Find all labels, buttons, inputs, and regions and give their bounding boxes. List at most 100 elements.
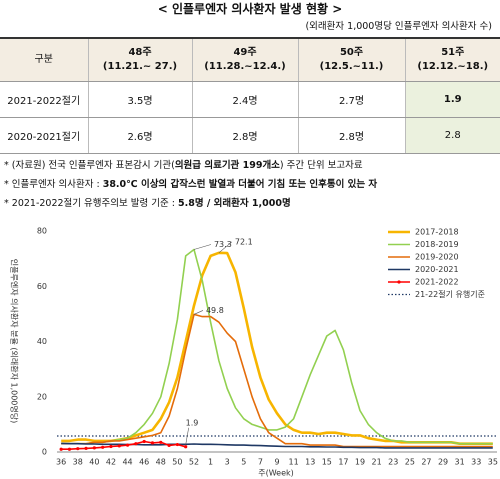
note: * 2021-2022절기 유행주의보 발령 기준 : 5.8명 / 외래환자 … <box>4 197 291 211</box>
x-tick-label: 25 <box>405 458 415 467</box>
note-bold: 5.8명 / 외래환자 1,000명 <box>178 198 291 209</box>
x-tick-label: 31 <box>455 458 465 467</box>
x-tick-label: 9 <box>274 458 279 467</box>
chart: 인플루엔자 의사환자 분율 (외래환자 1,000명당) 주(Week) 0 20… <box>10 227 498 478</box>
cell: 2.7명 <box>297 81 405 118</box>
note: * 인플루엔자 의사환자 : 38.0℃ 이상의 갑작스런 발열과 더불어 기침… <box>4 178 377 192</box>
table: 구분 48주 (11.21.~ 27.) 49주 (11.28.~12.4.) 50… <box>0 37 500 154</box>
x-tick-label: 27 <box>421 458 431 467</box>
header-row: 구분 48주 (11.21.~ 27.) 49주 (11.28.~12.4.) 50… <box>0 38 500 82</box>
point <box>125 443 130 447</box>
x-tick-label: 23 <box>388 458 398 467</box>
point <box>101 445 105 449</box>
x-tick-label: 15 <box>322 458 332 467</box>
cell: 2.8명 <box>297 117 405 154</box>
legend-marker <box>397 280 401 284</box>
cell: 2.8명 <box>191 117 298 154</box>
x-tick-label: 36 <box>56 458 66 467</box>
note-text: ) 주간 단위 보고자료 <box>279 160 363 171</box>
legend-label: 2019-2020 <box>415 253 459 262</box>
legend-label: 2021-2022 <box>415 278 459 287</box>
x-tick-label: 44 <box>122 458 132 467</box>
range: (12.5.~11.) <box>319 60 384 72</box>
x-tick-label: 40 <box>89 458 99 467</box>
x-tick-label: 21 <box>372 458 382 467</box>
leader-line <box>218 241 233 254</box>
note-text: * 2021-2022절기 유행주의보 발령 기준 : <box>4 198 178 209</box>
leader-line <box>193 244 212 250</box>
x-tick-label: 50 <box>172 458 182 467</box>
range: (11.21.~ 27.) <box>102 60 178 72</box>
x-axis-title: 주(Week) <box>258 469 294 478</box>
value-label: 1.9 <box>186 418 199 427</box>
legend-label: 2020-2021 <box>415 265 459 274</box>
y-axis-title: 인플루엔자 의사환자 분율 (외래환자 1,000명당) <box>10 259 20 423</box>
leader-line <box>193 310 204 315</box>
x-tick-label: 38 <box>73 458 83 467</box>
x-tick-label: 1 <box>208 458 213 467</box>
point <box>150 441 155 445</box>
point <box>184 445 188 449</box>
x-tick-label: 7 <box>258 458 263 467</box>
header-cell: 48주 (11.21.~ 27.) <box>87 38 192 82</box>
note-bold: 38.0℃ 이상의 갑작스런 발열과 더불어 기침 또는 인후통이 있는 자 <box>102 179 378 190</box>
value-label: 73.3 <box>214 240 232 249</box>
x-tick-label: 42 <box>106 458 116 467</box>
week: 48주 <box>128 46 152 58</box>
series-line <box>61 248 493 445</box>
x-tick-label: 48 <box>156 458 166 467</box>
note-bold: 의원급 의료기관 199개소 <box>174 160 280 171</box>
point <box>59 447 63 451</box>
x-tick-label: 13 <box>305 458 315 467</box>
x-tick-label: 29 <box>438 458 448 467</box>
y-tick-label: 0 <box>42 448 47 457</box>
leader-line <box>185 427 189 445</box>
title: < 인플루엔자 의사환자 발생 현황 > <box>157 2 343 16</box>
point <box>134 442 138 446</box>
y-tick-label: 60 <box>37 282 47 291</box>
cell: 2020-2021절기 <box>0 117 88 154</box>
note: * (자료원) 전국 인플루엔자 표본감시 기관(의원급 의료기관 199개소)… <box>4 159 363 173</box>
x-tick-label: 46 <box>139 458 149 467</box>
cell: 2.8 <box>404 117 500 154</box>
point <box>159 440 163 444</box>
range: (12.12.~18.) <box>417 60 489 72</box>
series-line <box>61 440 186 450</box>
legend-label: 2018-2019 <box>415 240 459 249</box>
x-tick-label: 17 <box>338 458 348 467</box>
point <box>117 444 121 448</box>
week: 51주 <box>441 46 465 58</box>
cell: 1.9 <box>404 81 500 118</box>
x-tick-label: 19 <box>355 458 365 467</box>
cell: 2021-2022절기 <box>0 81 88 118</box>
row: 2020-2021절기 2.6명 2.8명 2.8명 2.8 <box>0 117 500 154</box>
x-tick-label: 52 <box>189 458 199 467</box>
note-text: * (자료원) 전국 인플루엔자 표본감시 기관( <box>4 160 175 171</box>
value-label: 49.8 <box>206 306 224 315</box>
point <box>167 443 171 447</box>
subtitle: (외래환자 1,000명당 인플루엔자 의사환자 수) <box>305 21 492 32</box>
x-tick-label: 33 <box>471 458 481 467</box>
range: (11.28.~12.4.) <box>204 60 286 72</box>
cell: 3.5명 <box>87 81 192 118</box>
x-tick-label: 3 <box>225 458 230 467</box>
legend-label: 21-22절기 유행기준 <box>415 289 485 299</box>
point <box>84 446 88 451</box>
x-tick-label: 11 <box>289 458 299 467</box>
point <box>92 446 96 450</box>
header-cell: 구분 <box>0 38 88 82</box>
x-tick-label: 35 <box>488 458 498 467</box>
legend-label: 2017-2018 <box>415 228 459 237</box>
row: 2021-2022절기 3.5명 2.4명 2.7명 1.9 <box>0 81 500 118</box>
header-cell: 49주 (11.28.~12.4.) <box>191 38 298 82</box>
y-tick-label: 20 <box>37 392 47 401</box>
header-cell: 51주 (12.12.~18.) <box>404 38 500 82</box>
week: 49주 <box>233 46 257 58</box>
note-text: * 인플루엔자 의사환자 : <box>4 179 103 190</box>
point <box>109 444 113 449</box>
header-cell: 50주 (12.5.~11.) <box>297 38 405 82</box>
series-line <box>61 313 493 448</box>
point <box>175 442 179 447</box>
x-tick-label: 5 <box>241 458 246 467</box>
